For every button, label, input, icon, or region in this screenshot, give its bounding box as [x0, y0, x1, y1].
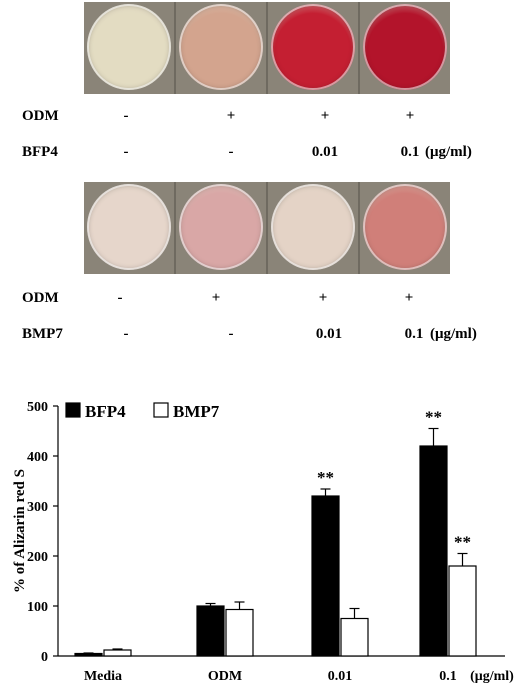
- row-label-odm: ODM: [22, 290, 59, 306]
- alizarin-bar-chart: 0 100 200 300 400 500 % of Alizarin red S Media…: [12, 400, 514, 684]
- plate-well: [363, 4, 447, 90]
- bar-bmp7: [103, 649, 132, 657]
- plate-bfp4-0.1: [360, 2, 450, 94]
- bmp7-dose: 0.01: [315, 326, 343, 342]
- plate-bmp7-media: [84, 182, 174, 274]
- bar-bmp7: [225, 608, 254, 657]
- bfp4-dose: -: [123, 144, 129, 160]
- bfp4-plate-strip: [84, 2, 450, 94]
- odm-value: +: [405, 108, 415, 124]
- y-tick-label: 400: [27, 450, 48, 465]
- row-label-bfp4: BFP4: [22, 144, 58, 160]
- x-unit-label: (μg/ml): [470, 669, 514, 684]
- bmp7-plate-strip: [84, 182, 450, 274]
- odm-value: +: [404, 290, 414, 306]
- x-tick-label: 0.1: [439, 669, 457, 684]
- plate-well: [271, 4, 355, 90]
- plate-bfp4-odm: [176, 2, 266, 94]
- odm-value: +: [226, 108, 236, 124]
- plate-well: [271, 184, 355, 270]
- plate-well: [179, 4, 263, 90]
- dose-unit: (μg/ml): [430, 326, 477, 342]
- x-tick-label: Media: [84, 669, 122, 684]
- significance-marker: **: [454, 533, 471, 552]
- plate-bfp4-media: [84, 2, 174, 94]
- bmp7-dose: -: [228, 326, 234, 342]
- x-tick-label: 0.01: [328, 669, 353, 684]
- odm-value: +: [318, 290, 328, 306]
- y-axis-label: % of Alizarin red S: [12, 469, 28, 593]
- row-label-bmp7: BMP7: [22, 326, 63, 342]
- y-tick-label: 300: [27, 500, 48, 515]
- legend-swatch-bfp4: [65, 402, 81, 418]
- bar-bfp4: [311, 495, 340, 657]
- plate-bmp7-0.1: [360, 182, 450, 274]
- y-tick-label: 100: [27, 600, 48, 615]
- bfp4-dose: 0.1: [400, 144, 420, 160]
- plate-well: [87, 184, 171, 270]
- bfp4-dose: -: [228, 144, 234, 160]
- plate-bfp4-0.01: [268, 2, 358, 94]
- bar-bfp4: [74, 652, 103, 657]
- x-tick-label: ODM: [208, 669, 242, 684]
- plate-bmp7-0.01: [268, 182, 358, 274]
- plate-well: [87, 4, 171, 90]
- odm-value: -: [123, 108, 129, 124]
- y-tick-label: 200: [27, 550, 48, 565]
- plate-well: [363, 184, 447, 270]
- bar-bmp7: [340, 617, 369, 657]
- row-label-odm: ODM: [22, 108, 59, 124]
- legend-label: BFP4: [85, 402, 126, 421]
- significance-marker: **: [317, 468, 334, 487]
- legend-swatch-bmp7: [153, 402, 169, 418]
- y-tick-label: 0: [41, 650, 48, 665]
- odm-value: -: [117, 290, 123, 306]
- bmp7-dose: -: [123, 326, 129, 342]
- odm-value: +: [320, 108, 330, 124]
- bar-bfp4: [419, 445, 448, 657]
- plate-well: [179, 184, 263, 270]
- bar-bmp7: [448, 565, 477, 657]
- dose-unit: (μg/ml): [425, 144, 472, 160]
- legend-label: BMP7: [173, 402, 220, 421]
- bar-bfp4: [196, 605, 225, 657]
- significance-marker: **: [425, 408, 442, 427]
- bfp4-plate-panel: ODM - + + + BFP4 - - 0.01 0.1 (μg/ml): [0, 0, 526, 170]
- y-tick-label: 500: [27, 400, 48, 415]
- bmp7-plate-panel: ODM - + + + BMP7 - - 0.01 0.1 (μg/ml): [0, 180, 526, 350]
- plate-bmp7-odm: [176, 182, 266, 274]
- bmp7-dose: 0.1: [404, 326, 424, 342]
- odm-value: +: [211, 290, 221, 306]
- bfp4-dose: 0.01: [311, 144, 339, 160]
